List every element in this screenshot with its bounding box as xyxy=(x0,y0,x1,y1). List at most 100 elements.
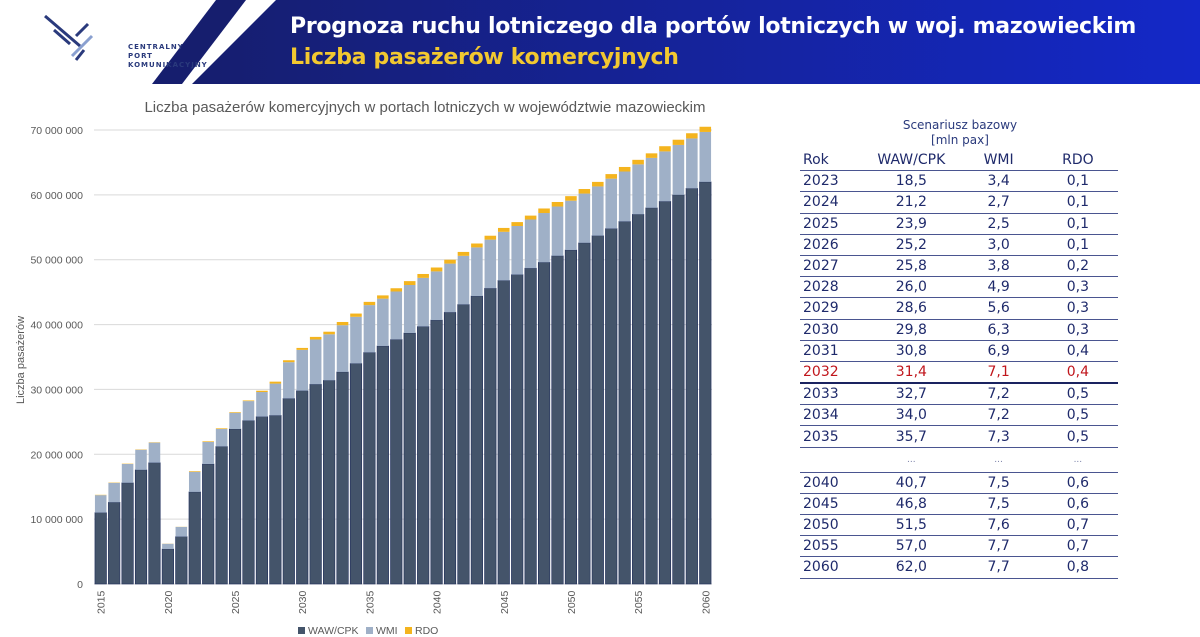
table-row: 2024 21,2 2,7 0,1 xyxy=(800,191,1118,214)
forecast-table-panel: Scenariusz bazowy [mln pax] Rok WAW/CPK … xyxy=(800,118,1120,579)
x-tick-label: 2020 xyxy=(163,590,175,614)
cell-rdo: 0,1 xyxy=(1037,170,1118,193)
cell-rdo: 0,5 xyxy=(1037,383,1118,406)
bar-wmi xyxy=(484,239,497,289)
table-row: 2033 32,7 7,2 0,5 xyxy=(800,383,1118,406)
cell-wmi: 7,1 xyxy=(959,361,1038,385)
table-row: 2028 26,0 4,9 0,3 xyxy=(800,276,1118,299)
bar-wmi xyxy=(390,291,403,340)
bar-waw-cpk xyxy=(591,235,604,585)
cell-year: 2023 xyxy=(800,170,864,193)
bar-wmi xyxy=(659,151,671,202)
cell-rdo: 0,7 xyxy=(1037,535,1118,558)
cell-waw: 18,5 xyxy=(863,170,960,193)
bar-rdo xyxy=(256,390,268,393)
cell-rdo: 0,1 xyxy=(1037,213,1118,235)
bar-waw-cpk xyxy=(296,390,309,585)
bar-waw-cpk xyxy=(121,482,134,585)
bar-wmi xyxy=(672,144,685,195)
bar-waw-cpk xyxy=(470,295,483,585)
bar-rdo xyxy=(645,153,658,158)
bar-wmi xyxy=(686,138,698,189)
bar-rdo xyxy=(363,301,376,306)
bar-wmi xyxy=(565,200,577,250)
table-row: 2032 31,4 7,1 0,4 xyxy=(800,361,1118,385)
legend-swatch-wmi xyxy=(366,627,373,634)
cell-wmi: 7,2 xyxy=(959,383,1038,406)
bar-wmi xyxy=(645,157,658,208)
bar-waw-cpk xyxy=(524,267,537,585)
cell-year: 2030 xyxy=(800,319,864,341)
x-tick-label: 2035 xyxy=(364,590,376,614)
bar-rdo xyxy=(686,133,698,139)
cell-rdo: 0,4 xyxy=(1037,361,1118,385)
cell-wmi: 7,7 xyxy=(959,535,1038,558)
cell-year: 2033 xyxy=(800,383,864,406)
cell-wmi: 7,2 xyxy=(959,404,1038,427)
bar-waw-cpk xyxy=(537,262,551,585)
bar-rdo xyxy=(484,235,497,240)
bar-rdo xyxy=(457,251,470,256)
y-tick-label: 0 xyxy=(77,579,83,591)
banner-stripe xyxy=(152,0,246,84)
y-axis-ticks: 0 10 000 000 20 000 000 30 000 000 40 000 00… xyxy=(30,125,83,591)
bar-wmi xyxy=(417,277,429,327)
bar-wmi xyxy=(377,298,389,346)
cell-wmi: 2,7 xyxy=(959,191,1038,214)
bar-wmi xyxy=(363,305,376,353)
logo-line-2: KOMUNIKACYJNY xyxy=(128,61,208,69)
bar-wmi xyxy=(135,449,147,470)
x-axis-ticks: 2015 2020 2025 2030 2035 2040 2045 2050 2055 2060 xyxy=(96,590,713,614)
y-tick-label: 20 000 000 xyxy=(30,449,83,461)
cell-waw: 51,5 xyxy=(863,514,960,537)
bar-waw-cpk xyxy=(618,221,631,585)
bar-waw-cpk xyxy=(605,228,618,585)
col-header-rdo: RDO xyxy=(1037,150,1118,172)
cell-year: 2028 xyxy=(800,276,864,299)
bar-wmi xyxy=(457,255,470,305)
bar-waw-cpk xyxy=(578,242,591,585)
cell-wmi: 7,5 xyxy=(959,472,1038,494)
cell-waw: 62,0 xyxy=(863,556,960,579)
cell-rdo: 0,2 xyxy=(1037,255,1118,278)
bar-waw-cpk xyxy=(484,287,497,585)
bar-waw-cpk xyxy=(457,304,470,585)
bar-rdo xyxy=(632,159,644,165)
bar-waw-cpk xyxy=(242,420,255,585)
cell-year: 2040 xyxy=(800,472,864,494)
x-tick-label: 2055 xyxy=(633,590,645,614)
legend-swatch-rdo xyxy=(405,627,412,634)
bar-wmi xyxy=(256,392,268,417)
bar-wmi xyxy=(403,285,416,333)
cell-waw: 21,2 xyxy=(863,191,960,214)
y-axis-label: Liczba pasażerów xyxy=(15,316,27,404)
table-row: 2031 30,8 6,9 0,4 xyxy=(800,340,1118,362)
bar-wmi xyxy=(592,186,604,236)
table-body: 2023 18,5 3,4 0,1 2024 21,2 2,7 0,1 2025 23,9 2,5 0… xyxy=(800,170,1118,579)
logo-line-1: CENTRALNY PORT xyxy=(128,43,184,60)
table-row: 2025 23,9 2,5 0,1 xyxy=(800,213,1118,235)
bar-waw-cpk xyxy=(363,352,376,585)
bar-waw-cpk xyxy=(497,280,510,585)
y-tick-label: 60 000 000 xyxy=(30,190,83,202)
cell-wmi: 7,3 xyxy=(959,425,1038,448)
bar-rdo xyxy=(229,412,241,413)
bar-wmi xyxy=(215,428,228,447)
x-tick-label: 2025 xyxy=(230,590,242,614)
bar-rdo xyxy=(296,347,309,350)
cell-waw: 32,7 xyxy=(863,383,960,406)
cell-waw: 26,0 xyxy=(863,276,960,299)
bar-waw-cpk xyxy=(202,463,215,585)
cell-waw: ... xyxy=(863,447,960,473)
cell-rdo: 0,4 xyxy=(1037,340,1118,362)
stacked-bar-chart: Liczba pasażerów komercyjnych w portach … xyxy=(15,99,713,637)
cell-rdo: 0,3 xyxy=(1037,297,1118,320)
bar-wmi xyxy=(309,339,322,385)
bar-wmi xyxy=(175,526,188,537)
table-row: 2045 46,8 7,5 0,6 xyxy=(800,493,1118,516)
bar-waw-cpk xyxy=(148,462,161,585)
bar-wmi xyxy=(618,171,631,222)
y-tick-label: 50 000 000 xyxy=(30,255,83,267)
cell-year: 2050 xyxy=(800,514,864,537)
cell-year: 2034 xyxy=(800,404,864,427)
